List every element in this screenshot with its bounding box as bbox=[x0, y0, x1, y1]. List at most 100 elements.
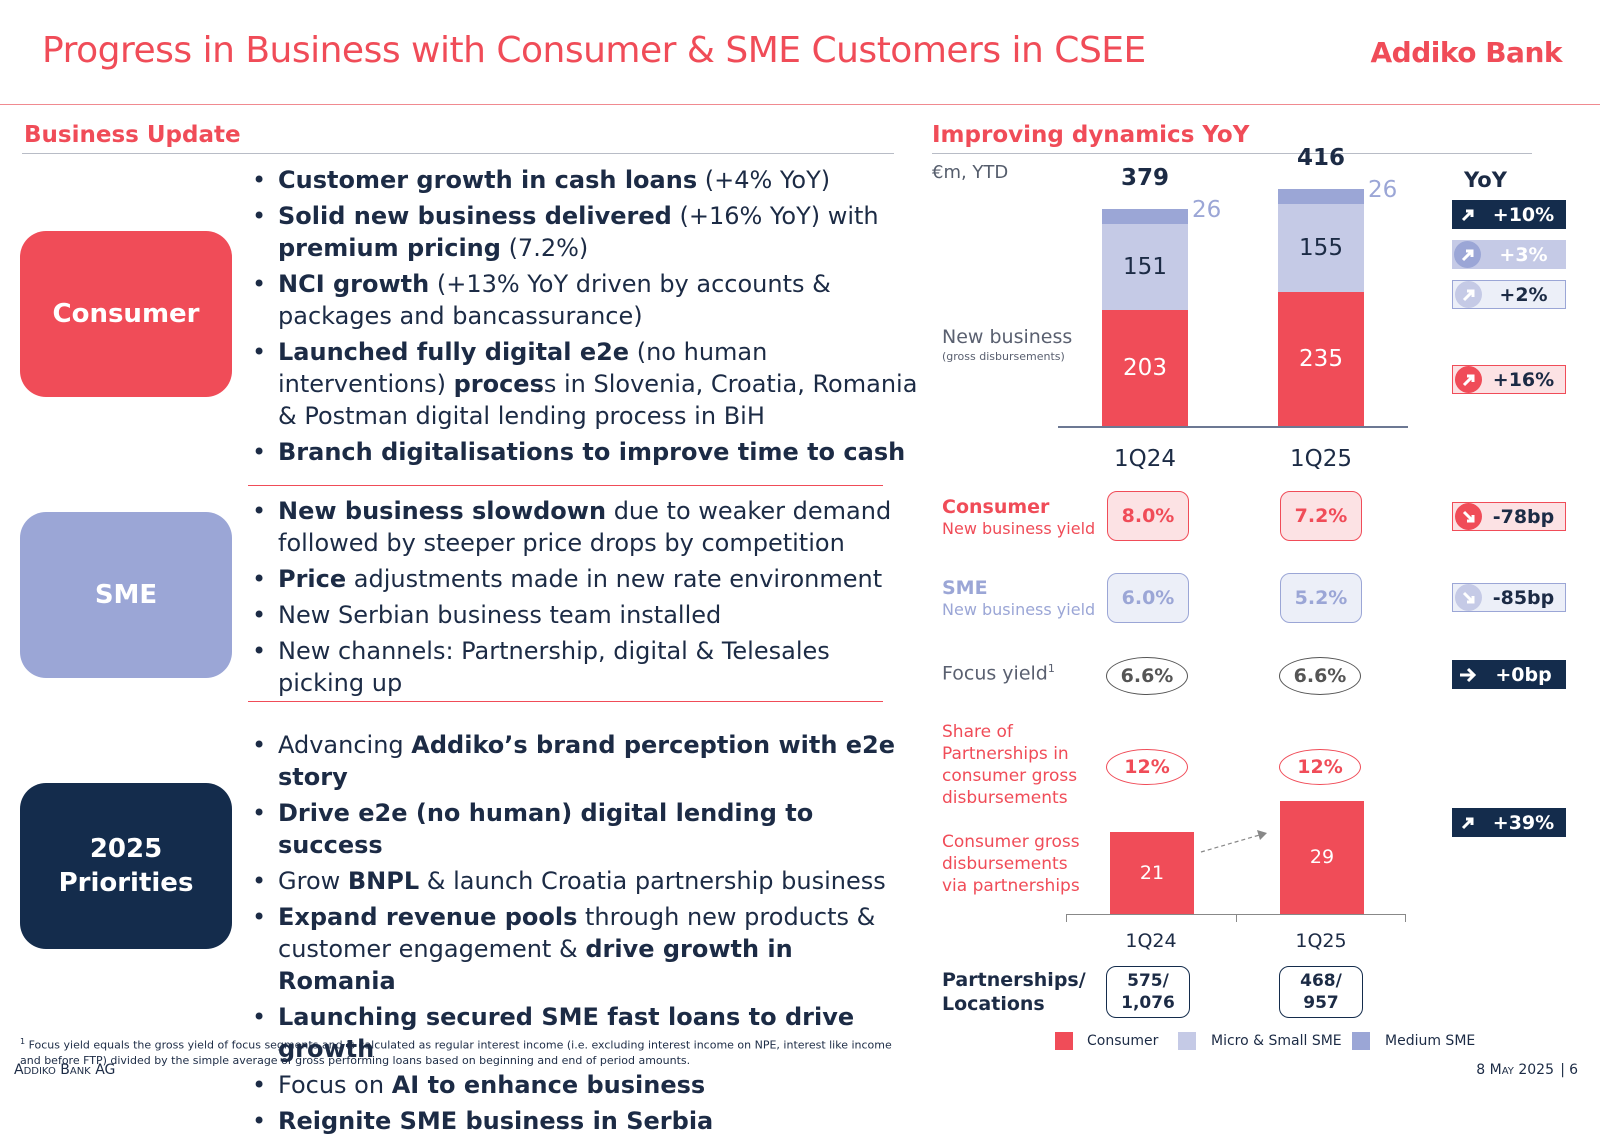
yoy-micro-small-sme-badge: +2% bbox=[1452, 280, 1566, 309]
bar-value-medium-sme-1q25: 26 bbox=[1368, 176, 1398, 203]
growth-arrow-icon bbox=[1200, 830, 1267, 853]
priority-bullet: Advancing Addiko’s brand perception with… bbox=[248, 729, 918, 793]
page-title: Progress in Business with Consumer & SME… bbox=[42, 30, 1146, 71]
priority-bullet: Grow BNPL & launch Croatia partnership b… bbox=[248, 865, 918, 897]
focus-yield-label: Focus yield1 bbox=[942, 662, 1055, 685]
footnote: 1 Focus yield equals the gross yield of … bbox=[20, 1037, 892, 1067]
priorities-bullets: Advancing Addiko’s brand perception with… bbox=[248, 729, 918, 1141]
yoy-medium-sme-badge: +3% bbox=[1452, 240, 1566, 269]
axis-tick bbox=[1066, 914, 1067, 922]
partnerships-locations-1q24: 575/1,076 bbox=[1106, 966, 1190, 1018]
priority-bullet: Expand revenue pools through new product… bbox=[248, 901, 918, 997]
addiko-bank-logo: Addiko Bank bbox=[1370, 36, 1563, 69]
consumer-bullet: NCI growth (+13% YoY driven by accounts … bbox=[248, 268, 918, 332]
period-label-1q24: 1Q24 bbox=[1113, 446, 1176, 472]
bar-segment-medium-sme-1q24 bbox=[1102, 209, 1188, 225]
arrow-up-right-icon bbox=[1455, 281, 1482, 308]
partnerships-locations-label: Partnerships/ Locations bbox=[942, 969, 1086, 1015]
share-partnerships-1q25: 12% bbox=[1279, 749, 1361, 785]
sme-bullet: New channels: Partnership, digital & Tel… bbox=[248, 635, 918, 699]
arrow-up-right-icon bbox=[1454, 809, 1481, 836]
share-partnerships-label: Share of Partnerships in consumer gross … bbox=[942, 722, 1078, 808]
arrow-up-right-icon bbox=[1454, 241, 1481, 268]
priority-bullet: Reignite SME business in Serbia bbox=[248, 1105, 918, 1137]
consumer-pill: Consumer bbox=[20, 231, 232, 397]
yoy-consumer-yield-badge: -78bp bbox=[1452, 502, 1566, 531]
arrow-up-right-icon bbox=[1454, 201, 1481, 228]
unit-label: €m, YTD bbox=[932, 162, 1009, 183]
sme-bullet: Price adjustments made in new rate envir… bbox=[248, 563, 918, 595]
partnership-period-1q25: 1Q25 bbox=[1295, 930, 1347, 952]
sme-bullet: New business slowdown due to weaker dema… bbox=[248, 495, 918, 559]
focus-yield-1q24: 6.6% bbox=[1106, 657, 1188, 695]
partnership-bar-value-1q24: 21 bbox=[1139, 862, 1165, 885]
bar-total-1q24: 379 bbox=[1120, 165, 1169, 192]
share-partnerships-1q24: 12% bbox=[1106, 749, 1188, 785]
bar-value-medium-sme-1q24: 26 bbox=[1192, 197, 1222, 224]
yoy-total-badge: +10% bbox=[1452, 200, 1566, 229]
consumer-yield-1q25: 7.2% bbox=[1280, 491, 1362, 541]
axis-tick bbox=[1236, 914, 1237, 922]
bar-segment-medium-sme-1q25 bbox=[1278, 188, 1364, 204]
footer-separator: | bbox=[1560, 1062, 1565, 1078]
consumer-yield-1q24: 8.0% bbox=[1107, 491, 1189, 541]
priority-bullet: Launching secured SME fast loans to driv… bbox=[248, 1001, 918, 1065]
consumer-bullet: Launched fully digital e2e (no human int… bbox=[248, 336, 918, 432]
consumer-bullets: Customer growth in cash loans (+4% YoY) … bbox=[248, 164, 918, 472]
period-label-1q25: 1Q25 bbox=[1289, 446, 1352, 472]
yoy-consumer-badge: +16% bbox=[1452, 365, 1566, 394]
consumer-yield-title: Consumer bbox=[942, 496, 1050, 518]
sme-yield-1q25: 5.2% bbox=[1280, 573, 1362, 623]
priorities-pill: 2025 Priorities bbox=[20, 783, 232, 949]
partnership-bar-1q24: 21 bbox=[1110, 832, 1194, 914]
legend-swatch-medium-sme bbox=[1352, 1032, 1370, 1050]
priorities-pill-label-year: 2025 bbox=[89, 833, 163, 864]
partnerships-locations-1q25: 468/957 bbox=[1279, 966, 1363, 1018]
consumer-bullet: Branch digitalisations to improve time t… bbox=[248, 436, 918, 468]
yoy-partnerships-badge: +39% bbox=[1452, 808, 1566, 837]
business-update-heading: Business Update bbox=[24, 122, 241, 148]
partnership-bar-value-1q25: 29 bbox=[1309, 846, 1335, 869]
focus-yield-1q25: 6.6% bbox=[1279, 657, 1361, 695]
bar-value-micro-small-sme-1q24: 151 bbox=[1123, 254, 1167, 281]
bar-total-1q25: 416 bbox=[1296, 144, 1345, 171]
partnership-disbursements-label: Consumer gross disbursements via partner… bbox=[942, 832, 1080, 896]
bar-segment-consumer-1q24: 203 bbox=[1102, 310, 1188, 426]
header-divider bbox=[0, 104, 1600, 105]
arrow-right-icon bbox=[1454, 661, 1481, 688]
sme-divider bbox=[248, 701, 883, 702]
sme-yield-1q24: 6.0% bbox=[1107, 573, 1189, 623]
sme-pill: SME bbox=[20, 512, 232, 678]
yoy-header: YoY bbox=[1464, 168, 1507, 192]
sme-yield-title: SME bbox=[942, 577, 988, 599]
axis-tick bbox=[1405, 914, 1406, 922]
improving-dynamics-heading: Improving dynamics YoY bbox=[932, 122, 1250, 148]
priority-bullet: Drive e2e (no human) digital lending to … bbox=[248, 797, 918, 861]
improving-dynamics-rule bbox=[932, 153, 1532, 154]
stacked-chart-baseline bbox=[1058, 426, 1408, 428]
bar-value-micro-small-sme-1q25: 155 bbox=[1299, 234, 1343, 261]
partnership-bar-1q25: 29 bbox=[1280, 800, 1364, 914]
arrow-down-right-icon bbox=[1455, 503, 1482, 530]
sme-bullets: New business slowdown due to weaker dema… bbox=[248, 495, 918, 703]
bar-segment-micro-small-sme-1q24: 151 bbox=[1102, 224, 1188, 311]
new-business-sub: (gross disbursements) bbox=[942, 350, 1065, 363]
legend-medium-sme: Medium SME bbox=[1385, 1033, 1476, 1049]
legend-micro-small-sme: Micro & Small SME bbox=[1211, 1033, 1342, 1049]
sme-pill-label: SME bbox=[94, 579, 158, 610]
business-update-rule bbox=[22, 153, 894, 154]
priorities-pill-label-word: Priorities bbox=[58, 868, 194, 898]
consumer-divider bbox=[248, 485, 883, 486]
new-business-label: New business bbox=[942, 326, 1073, 348]
bar-value-consumer-1q25: 235 bbox=[1299, 346, 1343, 373]
priority-bullet: Focus on AI to enhance business bbox=[248, 1069, 918, 1101]
arrow-down-right-icon bbox=[1455, 584, 1482, 611]
yoy-sme-yield-badge: -85bp bbox=[1452, 583, 1566, 612]
consumer-yield-sub: New business yield bbox=[942, 519, 1096, 538]
yoy-focus-yield-badge: +0bp bbox=[1452, 660, 1566, 689]
consumer-pill-label: Consumer bbox=[52, 298, 200, 329]
consumer-bullet: Customer growth in cash loans (+4% YoY) bbox=[248, 164, 918, 196]
bar-segment-consumer-1q25: 235 bbox=[1278, 292, 1364, 426]
legend-swatch-micro-small-sme bbox=[1178, 1032, 1196, 1050]
consumer-bullet: Solid new business delivered (+16% YoY) … bbox=[248, 200, 918, 264]
